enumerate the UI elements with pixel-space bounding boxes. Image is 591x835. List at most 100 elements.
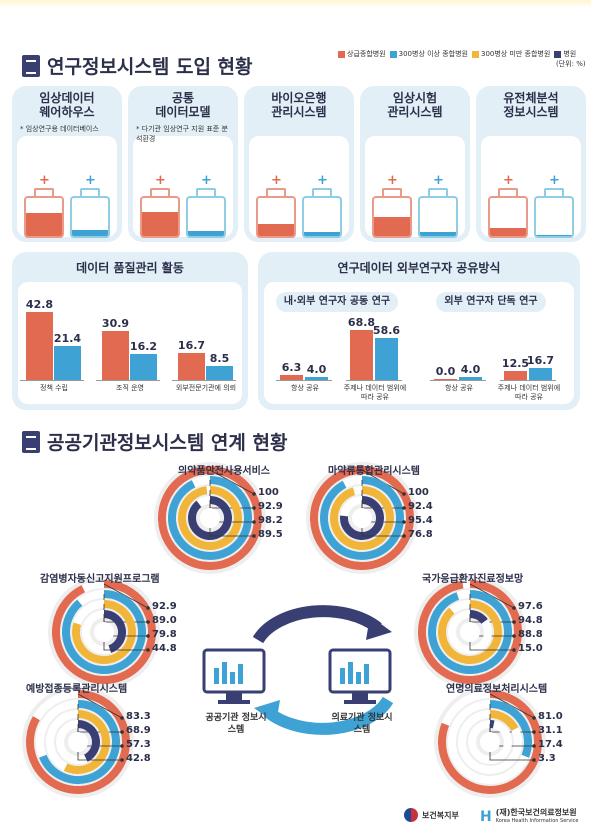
radial-value: 68.9 <box>126 725 151 736</box>
card-title-line2: 데이터모델 <box>155 105 211 119</box>
bar <box>26 311 53 380</box>
axis-line <box>430 380 486 381</box>
bottle <box>256 196 296 238</box>
sharing-sub2: 외부 연구자 단독 연구 <box>436 292 546 312</box>
leader-line <box>489 704 534 733</box>
leader-dot <box>252 534 256 538</box>
card-title-line1: 임상데이터 <box>39 91 95 105</box>
radial-center <box>94 622 114 642</box>
bottle <box>372 196 412 238</box>
leader-line <box>103 594 148 623</box>
document-icon <box>22 430 40 453</box>
radial-arc <box>103 610 126 653</box>
bar-value: 21.4 <box>53 331 82 345</box>
leader-line <box>489 714 534 747</box>
radial-value: 76.8 <box>408 529 433 540</box>
leader-line <box>469 604 514 637</box>
leader-dot <box>146 620 150 624</box>
bar <box>504 371 527 380</box>
radial-track <box>340 496 384 540</box>
radial-track <box>36 700 120 784</box>
card-title-line2: 웨어하우스 <box>39 105 95 119</box>
radial-background <box>306 462 418 574</box>
radial-track <box>320 476 404 560</box>
section2-title-text: 공공기관정보시스템 연계 현황 <box>47 432 288 454</box>
leader-line <box>77 704 122 733</box>
bottle-fill <box>304 232 340 236</box>
card-title: 공통 데이터모델 <box>128 91 238 119</box>
cross-icon: + <box>549 173 560 188</box>
radial-value: 100 <box>408 487 429 498</box>
bar-value: 16.7 <box>526 353 555 367</box>
radial-track <box>52 580 156 684</box>
leader-dot <box>532 716 536 720</box>
radial-arc <box>489 700 532 758</box>
radial-arc <box>63 710 110 774</box>
cross-icon: + <box>271 173 282 188</box>
leader-dot <box>402 534 406 538</box>
leader-line <box>361 480 404 509</box>
leader-dot <box>512 648 516 652</box>
card-title-line1: 공통 <box>171 91 195 105</box>
leader-line <box>103 583 149 609</box>
bar <box>206 366 233 380</box>
bottle-fill <box>258 224 294 236</box>
radial-center <box>68 732 88 752</box>
bottle <box>534 196 574 238</box>
radial-arc <box>62 590 146 674</box>
bottle <box>302 196 342 238</box>
card-note: * 다기관 임상연구 지원 표준 분석환경 <box>136 125 228 143</box>
radial-arc <box>310 466 414 570</box>
legend: 상급종합병원 300병상 이상 종합병원 300병상 미만 종합병원 병원 <box>338 49 576 59</box>
leader-line <box>209 480 254 509</box>
radial-track <box>178 486 242 550</box>
bottle <box>488 196 528 238</box>
leader-line <box>469 594 514 623</box>
radial-arc <box>418 580 522 684</box>
bottle-fill <box>142 211 178 236</box>
radial-track <box>56 720 100 764</box>
radial-value: 31.1 <box>538 725 563 736</box>
radial-value: 15.0 <box>518 643 543 654</box>
quality-title: 데이터 품질관리 활동 <box>76 261 184 275</box>
radial-arc <box>158 466 262 570</box>
section1-title: 연구정보시스템 도입 현황 <box>22 52 253 79</box>
radial-background <box>48 576 160 688</box>
monitor-icon <box>328 648 392 704</box>
cross-icon: + <box>387 173 398 188</box>
cross-icon: + <box>433 173 444 188</box>
bar <box>54 345 81 380</box>
leader-dot <box>252 492 256 496</box>
bar-label: 항상 공유 <box>445 384 473 392</box>
bar-value: 68.8 <box>347 316 376 330</box>
bottle <box>140 196 180 238</box>
bottle-cap <box>34 188 54 197</box>
card-title-line2: 관리시스템 <box>387 105 443 119</box>
leader-dot <box>532 744 536 748</box>
radial-track <box>438 600 502 664</box>
radial-value: 94.8 <box>518 615 543 626</box>
radial-arc <box>26 690 130 794</box>
bottle-fill <box>490 227 526 236</box>
bottle-fill <box>420 232 456 236</box>
radial-value: 89.0 <box>152 615 177 626</box>
bottle-fill <box>374 217 410 236</box>
bar <box>434 379 457 380</box>
radial-track <box>438 690 542 794</box>
radial-arc <box>489 710 519 732</box>
radial-track <box>310 466 414 570</box>
bar-label: 주제나 데이터 범위에 따라 공유 <box>497 384 561 401</box>
bar-value: 6.3 <box>281 361 302 375</box>
center-right-label: 의료기관 정보시스템 <box>331 713 393 735</box>
radial-value: 89.5 <box>258 529 283 540</box>
leader-line <box>469 614 514 651</box>
radial-value: 17.4 <box>538 739 563 750</box>
card-title-line1: 임상시험 <box>392 91 438 105</box>
bar-value: 42.8 <box>25 297 54 311</box>
leader-line <box>77 693 123 719</box>
leader-dot <box>252 506 256 510</box>
bar <box>459 377 482 380</box>
